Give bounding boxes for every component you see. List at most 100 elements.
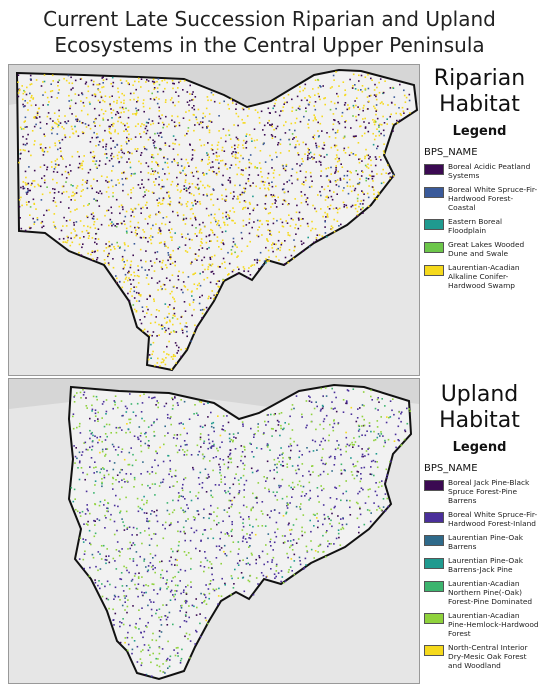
habitat-pixel bbox=[79, 166, 81, 169]
habitat-pixel bbox=[140, 207, 142, 210]
habitat-pixel bbox=[274, 413, 276, 415]
habitat-pixel bbox=[333, 218, 335, 221]
habitat-pixel bbox=[324, 220, 326, 223]
habitat-pixel bbox=[98, 114, 101, 117]
habitat-pixel bbox=[222, 279, 225, 282]
habitat-pixel bbox=[161, 648, 164, 650]
habitat-pixel bbox=[173, 298, 175, 300]
habitat-pixel bbox=[80, 164, 82, 167]
habitat-pixel bbox=[322, 504, 325, 506]
habitat-pixel bbox=[344, 152, 347, 154]
habitat-pixel bbox=[214, 484, 217, 486]
habitat-pixel bbox=[146, 201, 148, 204]
habitat-pixel bbox=[153, 181, 155, 183]
habitat-pixel bbox=[237, 479, 240, 481]
legend-item: Laurentian Pine-Oak Barrens-Jack Pine bbox=[424, 556, 539, 574]
habitat-pixel bbox=[239, 516, 242, 518]
habitat-pixel bbox=[124, 215, 127, 218]
upland-map[interactable] bbox=[8, 378, 420, 684]
habitat-pixel bbox=[337, 423, 339, 425]
habitat-pixel bbox=[153, 83, 155, 85]
habitat-pixel bbox=[101, 481, 103, 484]
habitat-pixel bbox=[361, 415, 364, 418]
habitat-pixel bbox=[185, 187, 187, 189]
habitat-pixel bbox=[273, 176, 275, 179]
habitat-pixel bbox=[201, 242, 203, 244]
habitat-pixel bbox=[116, 541, 119, 543]
habitat-pixel bbox=[400, 114, 402, 116]
habitat-pixel bbox=[293, 249, 295, 252]
habitat-pixel bbox=[155, 450, 157, 453]
habitat-pixel bbox=[94, 163, 97, 165]
habitat-pixel bbox=[355, 135, 357, 137]
habitat-pixel bbox=[140, 259, 142, 262]
habitat-pixel bbox=[170, 416, 172, 418]
habitat-pixel bbox=[149, 98, 152, 100]
habitat-pixel bbox=[212, 273, 215, 275]
habitat-pixel bbox=[42, 154, 45, 156]
habitat-pixel bbox=[205, 306, 208, 309]
habitat-pixel bbox=[174, 475, 177, 477]
habitat-pixel bbox=[324, 199, 327, 201]
habitat-pixel bbox=[298, 105, 301, 108]
habitat-pixel bbox=[74, 230, 76, 232]
habitat-pixel bbox=[206, 248, 208, 250]
legend-label: Laurentian Pine-Oak Barrens bbox=[448, 533, 524, 551]
habitat-pixel bbox=[217, 449, 219, 452]
habitat-pixel bbox=[268, 188, 270, 191]
habitat-pixel bbox=[130, 189, 132, 191]
habitat-pixel bbox=[299, 120, 302, 123]
habitat-pixel bbox=[273, 573, 276, 575]
habitat-pixel bbox=[112, 195, 114, 198]
habitat-pixel bbox=[286, 463, 288, 465]
habitat-pixel bbox=[219, 468, 221, 471]
habitat-pixel bbox=[64, 134, 66, 136]
habitat-pixel bbox=[46, 168, 48, 171]
habitat-pixel bbox=[295, 223, 297, 226]
habitat-pixel bbox=[159, 365, 161, 367]
habitat-pixel bbox=[210, 567, 213, 569]
habitat-pixel bbox=[279, 143, 282, 145]
habitat-pixel bbox=[163, 359, 165, 361]
habitat-pixel bbox=[75, 187, 78, 189]
habitat-pixel bbox=[168, 611, 171, 614]
habitat-pixel bbox=[51, 132, 53, 135]
habitat-pixel bbox=[317, 526, 319, 529]
habitat-pixel bbox=[230, 593, 232, 596]
habitat-pixel bbox=[81, 93, 84, 96]
habitat-pixel bbox=[237, 115, 240, 118]
habitat-pixel bbox=[129, 264, 132, 266]
habitat-pixel bbox=[121, 206, 124, 208]
habitat-pixel bbox=[142, 206, 144, 209]
habitat-pixel bbox=[152, 632, 154, 635]
habitat-pixel bbox=[122, 618, 124, 620]
habitat-pixel bbox=[278, 259, 280, 261]
habitat-pixel bbox=[90, 457, 93, 459]
habitat-pixel bbox=[360, 200, 362, 202]
habitat-pixel bbox=[353, 437, 355, 439]
habitat-pixel bbox=[102, 99, 104, 102]
habitat-pixel bbox=[78, 243, 81, 246]
habitat-pixel bbox=[114, 146, 116, 148]
habitat-pixel bbox=[157, 78, 160, 80]
habitat-pixel bbox=[189, 143, 191, 146]
habitat-pixel bbox=[197, 454, 199, 456]
habitat-pixel bbox=[163, 327, 166, 329]
habitat-pixel bbox=[164, 87, 166, 90]
habitat-pixel bbox=[58, 109, 60, 112]
habitat-pixel bbox=[246, 557, 248, 559]
habitat-pixel bbox=[115, 426, 118, 429]
habitat-pixel bbox=[349, 170, 351, 173]
habitat-pixel bbox=[222, 257, 225, 260]
habitat-pixel bbox=[315, 239, 318, 241]
habitat-pixel bbox=[192, 301, 195, 304]
habitat-pixel bbox=[234, 222, 236, 224]
habitat-pixel bbox=[231, 521, 233, 523]
habitat-pixel bbox=[203, 594, 206, 596]
riparian-map[interactable] bbox=[8, 64, 420, 376]
habitat-pixel bbox=[199, 309, 202, 311]
habitat-pixel bbox=[152, 224, 154, 227]
habitat-pixel bbox=[122, 183, 124, 186]
habitat-pixel bbox=[229, 499, 232, 502]
habitat-pixel bbox=[102, 544, 105, 547]
